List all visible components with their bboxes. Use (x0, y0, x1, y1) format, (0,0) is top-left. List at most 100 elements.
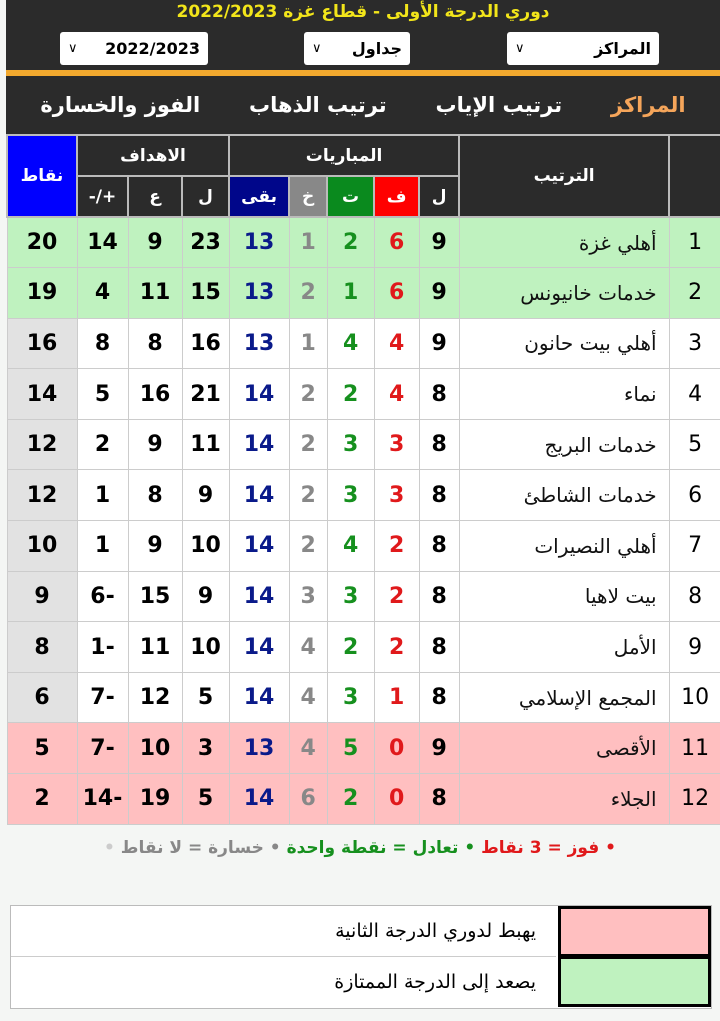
table-row[interactable]: 3 أهلي بيت حانون 9 4 4 1 13 16 8 8 16 (6, 317, 720, 370)
goal-diff-cell: 1 (76, 469, 129, 522)
goals-for-cell: 5 (181, 773, 230, 825)
standings-table: الترتيب المباريات الاهداف نقاط ل ف ت خ ب… (6, 134, 720, 825)
table-row[interactable]: 5 خدمات البريج 8 3 3 2 14 11 9 2 12 (6, 418, 720, 471)
table-row[interactable]: 9 الأمل 8 2 2 4 14 10 11 -1 8 (6, 621, 720, 673)
goals-against-header: ع (127, 175, 184, 218)
remaining-cell: 14 (228, 469, 290, 522)
lost-cell: 4 (288, 722, 328, 775)
goal-diff-cell: 4 (76, 267, 129, 319)
team-name: أهلي النصيرات (458, 520, 670, 572)
lost-cell: 4 (288, 671, 328, 724)
won-cell: 1 (373, 671, 420, 724)
chevron-down-icon: ∨ (515, 41, 525, 56)
goals-for-cell: 21 (181, 368, 230, 420)
page-title: دوري الدرجة الأولى - قطاع غزة 2022/2023 (176, 2, 550, 22)
points-cell: 9 (6, 570, 78, 623)
drawn-cell: 4 (326, 317, 375, 370)
goal-diff-cell: 8 (76, 317, 129, 370)
goal-diff-cell: 14 (76, 216, 129, 269)
won-cell: 6 (373, 216, 420, 269)
remaining-cell: 13 (228, 317, 290, 370)
lost-cell: 6 (288, 773, 328, 825)
remaining-cell: 14 (228, 368, 290, 420)
rank-cell: 7 (668, 520, 720, 572)
goals-against-cell: 15 (127, 570, 183, 623)
drawn-cell: 2 (326, 773, 375, 825)
season-select[interactable]: ∨ 2022/2023 (60, 32, 208, 65)
zone-legend: يهبط لدوري الدرجة الثانية يصعد إلى الدرج… (10, 905, 712, 1009)
remaining-cell: 13 (228, 267, 290, 319)
won-cell: 0 (373, 773, 420, 825)
team-name: أهلي بيت حانون (458, 317, 670, 370)
goal-diff-cell: -1 (76, 621, 129, 673)
table-row[interactable]: 6 خدمات الشاطئ 8 3 3 2 14 9 8 1 12 (6, 469, 720, 522)
type-select[interactable]: ∨ جداول (304, 32, 410, 65)
goals-for-cell: 16 (181, 317, 230, 370)
goals-against-cell: 8 (127, 317, 183, 370)
table-row[interactable]: 1 أهلي غزة 9 6 2 1 13 23 9 14 20 (6, 216, 720, 269)
goals-against-cell: 9 (127, 418, 183, 471)
goals-against-cell: 11 (127, 621, 183, 673)
won-cell: 2 (373, 570, 420, 623)
table-row[interactable]: 7 أهلي النصيرات 8 2 4 2 14 10 9 1 10 (6, 520, 720, 572)
goal-diff-cell: 5 (76, 368, 129, 420)
table-row[interactable]: 4 نماء 8 4 2 2 14 21 16 5 14 (6, 368, 720, 420)
table-row[interactable]: 12 الجلاء 8 0 2 6 14 5 19 -14 2 (6, 773, 720, 825)
won-cell: 0 (373, 722, 420, 775)
table-row[interactable]: 11 الأقصى 9 0 5 4 13 3 10 -7 5 (6, 722, 720, 775)
table-row[interactable]: 8 بيت لاهيا 8 2 3 3 14 9 15 -6 9 (6, 570, 720, 623)
goal-diff-cell: 2 (76, 418, 129, 471)
goals-header: الاهداف (75, 134, 231, 177)
goals-for-cell: 23 (181, 216, 230, 269)
relegation-label: يهبط لدوري الدرجة الثانية (11, 906, 556, 957)
team-name: خدمات الشاطئ (458, 469, 670, 522)
goals-against-cell: 12 (127, 671, 183, 724)
points-cell: 5 (6, 722, 78, 775)
drawn-cell: 3 (326, 469, 375, 522)
tab-bar: المراكز ترتيب الإياب ترتيب الذهاب الفوز … (6, 76, 720, 134)
view-select[interactable]: ∨ المراكز (507, 32, 659, 65)
drawn-cell: 3 (326, 418, 375, 471)
table-row[interactable]: 10 المجمع الإسلامي 8 1 3 4 14 5 12 -7 6 (6, 671, 720, 724)
played-cell: 9 (418, 267, 460, 319)
rank-cell: 4 (668, 368, 720, 420)
goal-diff-cell: -7 (76, 722, 129, 775)
points-cell: 10 (6, 520, 78, 572)
goal-diff-cell: -6 (76, 570, 129, 623)
goal-diff-cell: 1 (76, 520, 129, 572)
goals-for-header: ل (181, 175, 231, 218)
points-header: نقاط (6, 134, 78, 218)
tab-win-loss[interactable]: الفوز والخسارة (40, 93, 201, 117)
relegation-swatch (558, 906, 711, 957)
tab-second-leg[interactable]: ترتيب الإياب (435, 93, 563, 117)
points-cell: 6 (6, 671, 78, 724)
remaining-cell: 14 (228, 520, 290, 572)
played-cell: 8 (418, 368, 460, 420)
lost-cell: 1 (288, 317, 328, 370)
played-cell: 9 (418, 722, 460, 775)
matches-header: المباريات (228, 134, 461, 177)
team-name: الأمل (458, 621, 670, 673)
rank-cell: 9 (668, 621, 720, 673)
drawn-cell: 2 (326, 216, 375, 269)
tab-standings[interactable]: المراكز (610, 93, 686, 117)
won-cell: 6 (373, 267, 420, 319)
drawn-cell: 2 (326, 621, 375, 673)
points-cell: 20 (6, 216, 78, 269)
table-row[interactable]: 2 خدمات خانيونس 9 6 1 2 13 15 11 4 19 (6, 267, 720, 319)
won-header: ف (373, 175, 421, 218)
goals-against-cell: 11 (127, 267, 183, 319)
lost-cell: 1 (288, 216, 328, 269)
rank-cell: 8 (668, 570, 720, 623)
tab-first-leg[interactable]: ترتيب الذهاب (248, 93, 387, 117)
lost-cell: 2 (288, 267, 328, 319)
remaining-cell: 14 (228, 570, 290, 623)
goals-for-cell: 11 (181, 418, 230, 471)
chevron-down-icon: ∨ (312, 41, 322, 56)
team-name: المجمع الإسلامي (458, 671, 670, 724)
played-cell: 8 (418, 469, 460, 522)
lost-cell: 2 (288, 418, 328, 471)
played-cell: 8 (418, 621, 460, 673)
team-name: أهلي غزة (458, 216, 670, 269)
played-cell: 8 (418, 671, 460, 724)
